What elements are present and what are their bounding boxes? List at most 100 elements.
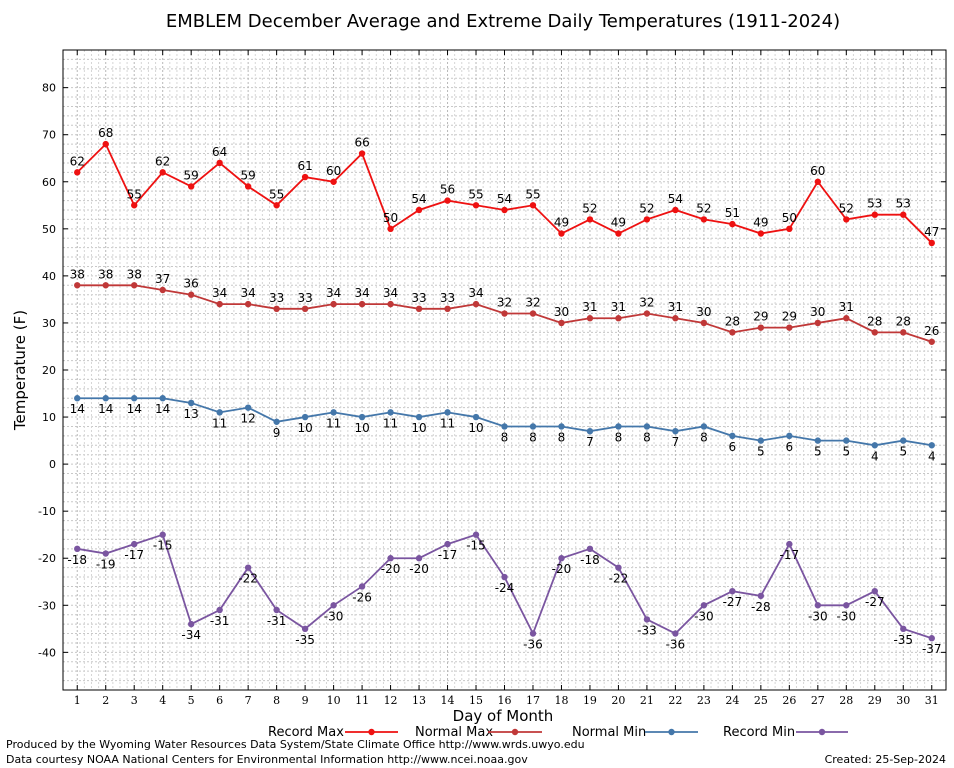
data-label: -24 bbox=[495, 581, 515, 595]
x-tick-label: 19 bbox=[583, 694, 597, 707]
data-label: 5 bbox=[814, 445, 822, 459]
data-point bbox=[700, 423, 708, 430]
data-label: 6 bbox=[786, 440, 794, 454]
data-label: 30 bbox=[810, 305, 825, 319]
data-label: 37 bbox=[155, 272, 170, 286]
data-label: -19 bbox=[96, 558, 116, 572]
chart-title: EMBLEM December Average and Extreme Dail… bbox=[166, 11, 840, 32]
data-point bbox=[928, 635, 935, 642]
data-label: 8 bbox=[643, 430, 651, 444]
data-point bbox=[558, 555, 565, 562]
data-point bbox=[358, 300, 366, 308]
data-point bbox=[729, 587, 736, 595]
data-label: 5 bbox=[757, 445, 765, 459]
data-label: 14 bbox=[98, 402, 113, 416]
data-label: 10 bbox=[411, 421, 426, 435]
footer-produced-by: Produced by the Wyoming Water Resources … bbox=[6, 738, 585, 751]
x-tick-label: 2 bbox=[102, 694, 109, 707]
data-label: 8 bbox=[700, 430, 708, 444]
data-label: 59 bbox=[241, 168, 256, 182]
data-label: -26 bbox=[352, 590, 372, 604]
data-point bbox=[358, 150, 366, 157]
x-tick-label: 14 bbox=[441, 694, 455, 707]
data-point bbox=[586, 216, 594, 223]
data-point bbox=[501, 423, 508, 430]
data-label: -36 bbox=[666, 638, 686, 652]
data-label: 64 bbox=[212, 145, 227, 159]
data-label: 34 bbox=[241, 286, 256, 300]
data-label: 66 bbox=[354, 136, 369, 150]
data-point bbox=[387, 225, 394, 233]
data-label: 33 bbox=[297, 291, 312, 305]
data-label: 54 bbox=[668, 192, 683, 206]
data-label: 52 bbox=[582, 201, 597, 215]
legend-marker bbox=[818, 728, 826, 736]
series-record-max: 62 68 55 62 59 64 59 55 61 60 66 50 54 56 55 54 55 49 52 49… bbox=[70, 126, 939, 247]
data-point bbox=[615, 315, 622, 322]
data-label: 34 bbox=[383, 286, 398, 300]
data-label: 50 bbox=[383, 211, 398, 225]
data-label: 49 bbox=[753, 216, 768, 230]
data-point bbox=[301, 625, 309, 633]
y-tick-label: -40 bbox=[38, 646, 56, 659]
data-point bbox=[586, 315, 594, 322]
y-tick-label: 40 bbox=[42, 270, 56, 283]
data-point bbox=[900, 437, 907, 444]
data-label: 28 bbox=[867, 314, 882, 328]
data-point bbox=[244, 300, 252, 308]
data-point bbox=[131, 282, 138, 289]
data-label: 14 bbox=[70, 402, 85, 416]
x-tick-label: 22 bbox=[668, 694, 682, 707]
legend-label: Record Max bbox=[268, 725, 344, 740]
data-label: -20 bbox=[409, 562, 429, 576]
data-point bbox=[643, 616, 651, 623]
data-label: 62 bbox=[70, 154, 85, 168]
data-label: 7 bbox=[672, 435, 680, 449]
data-point bbox=[529, 630, 537, 637]
y-tick-label: -10 bbox=[38, 505, 56, 518]
footer-data-courtesy: Data courtesy NOAA National Centers for … bbox=[6, 753, 528, 766]
data-point bbox=[672, 630, 679, 637]
data-label: 31 bbox=[611, 300, 626, 314]
data-label: 10 bbox=[297, 421, 312, 435]
data-point bbox=[415, 413, 423, 421]
data-label: 32 bbox=[639, 296, 654, 310]
x-tick-label: 28 bbox=[839, 694, 853, 707]
data-point bbox=[786, 432, 793, 440]
data-point bbox=[472, 300, 480, 308]
data-point bbox=[273, 606, 280, 614]
data-label: 36 bbox=[184, 277, 199, 291]
data-label: 11 bbox=[383, 416, 398, 430]
data-point bbox=[387, 409, 394, 416]
data-point bbox=[358, 583, 366, 590]
data-point bbox=[216, 409, 223, 416]
legend-marker bbox=[511, 728, 519, 736]
data-label: -35 bbox=[893, 633, 913, 647]
data-point bbox=[558, 230, 565, 237]
data-label: 29 bbox=[782, 310, 797, 324]
data-point bbox=[529, 423, 537, 430]
data-label: 13 bbox=[184, 407, 199, 421]
data-point bbox=[729, 329, 736, 336]
data-point bbox=[330, 602, 337, 609]
data-point bbox=[216, 300, 223, 308]
data-label: 34 bbox=[354, 286, 369, 300]
data-label: 28 bbox=[725, 314, 740, 328]
data-point bbox=[501, 573, 508, 581]
data-label: -17 bbox=[124, 548, 144, 562]
data-point bbox=[586, 427, 594, 435]
data-point bbox=[900, 211, 907, 218]
data-point bbox=[301, 173, 309, 181]
data-label: -17 bbox=[438, 548, 458, 562]
data-point bbox=[216, 606, 223, 614]
data-point bbox=[558, 423, 565, 430]
footer-created-date: Created: 25-Sep-2024 bbox=[824, 753, 946, 766]
data-point bbox=[415, 206, 423, 214]
x-axis-label: Day of Month bbox=[453, 707, 554, 725]
data-point bbox=[244, 404, 252, 411]
data-point bbox=[757, 324, 765, 331]
data-point bbox=[102, 550, 109, 557]
data-label: 11 bbox=[326, 416, 341, 430]
y-tick-label: 30 bbox=[42, 317, 56, 330]
